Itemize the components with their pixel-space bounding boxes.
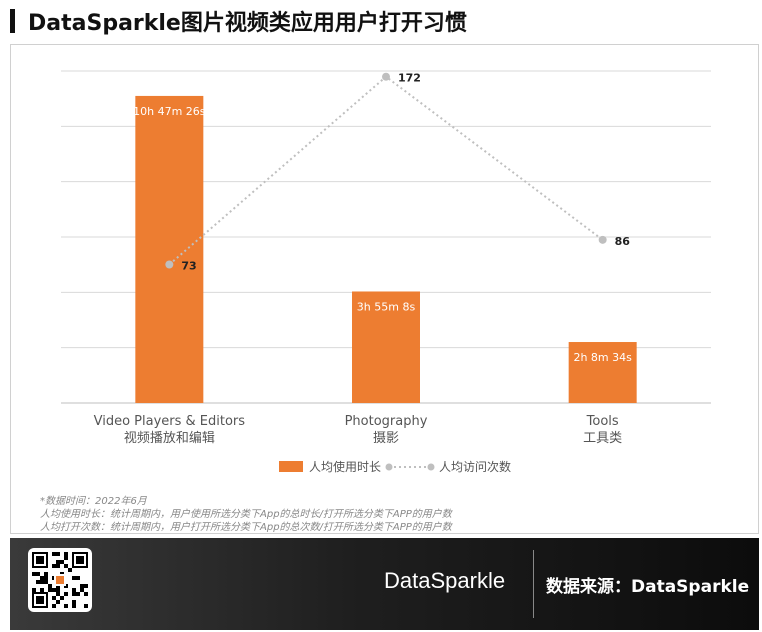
data-source: 数据来源：DataSparkle <box>546 577 750 597</box>
bar-2 <box>352 291 420 403</box>
x-tick-label: Tools <box>586 414 619 429</box>
visits-data-label: 172 <box>398 72 421 85</box>
visits-point <box>382 72 390 81</box>
title-accent-bar <box>10 9 15 33</box>
legend-bar-label: 人均使用时长 <box>309 459 381 474</box>
note-visits-definition: 人均打开次数：统计周期内，用户打开所选分类下App的总次数/打开所选分类下APP… <box>40 522 452 533</box>
note-date: *数据时间：2022年6月 <box>40 496 147 507</box>
visits-data-label: 73 <box>181 260 196 273</box>
page-title: DataSparkle图片视频类应用用户打开习惯 <box>28 11 467 36</box>
qr-code-icon <box>32 552 88 608</box>
visits-point <box>598 235 607 244</box>
x-tick-label: Photography <box>345 414 428 429</box>
bar-data-label: 10h 47m 26s <box>133 105 206 118</box>
x-tick-label-cn: 工具类 <box>583 431 622 446</box>
visits-point <box>165 260 174 269</box>
bar-data-label: 3h 55m 8s <box>357 300 416 313</box>
brand-logo: DataSparkle <box>384 568 506 593</box>
chart-frame: 10h 47m 26s 3h 55m 8s 2h 8m 34s 73 172 86 Vide… <box>10 44 759 534</box>
visits-data-label: 86 <box>615 235 631 248</box>
bar-1 <box>135 95 204 404</box>
chart: 10h 47m 26s 3h 55m 8s 2h 8m 34s 73 172 86 Vide… <box>61 70 711 474</box>
legend-line-marker <box>427 463 435 471</box>
footer-divider <box>533 550 534 618</box>
bar-3 <box>568 342 637 403</box>
legend-line-label: 人均访问次数 <box>439 459 511 474</box>
bar-data-label: 2h 8m 34s <box>573 351 632 364</box>
legend-line-marker <box>385 463 393 471</box>
x-tick-label: Video Players & Editors <box>94 414 246 429</box>
footer: DataSparkle 数据来源：DataSparkle <box>10 538 759 630</box>
x-tick-label-cn: 摄影 <box>373 431 399 446</box>
qr-code[interactable] <box>28 548 92 612</box>
legend-bar-swatch <box>279 461 303 472</box>
note-duration-definition: 人均使用时长：统计周期内，用户使用所选分类下App的总时长/打开所选分类下APP… <box>40 509 452 520</box>
x-tick-label-cn: 视频播放和编辑 <box>124 431 215 446</box>
visits-line <box>168 75 604 266</box>
